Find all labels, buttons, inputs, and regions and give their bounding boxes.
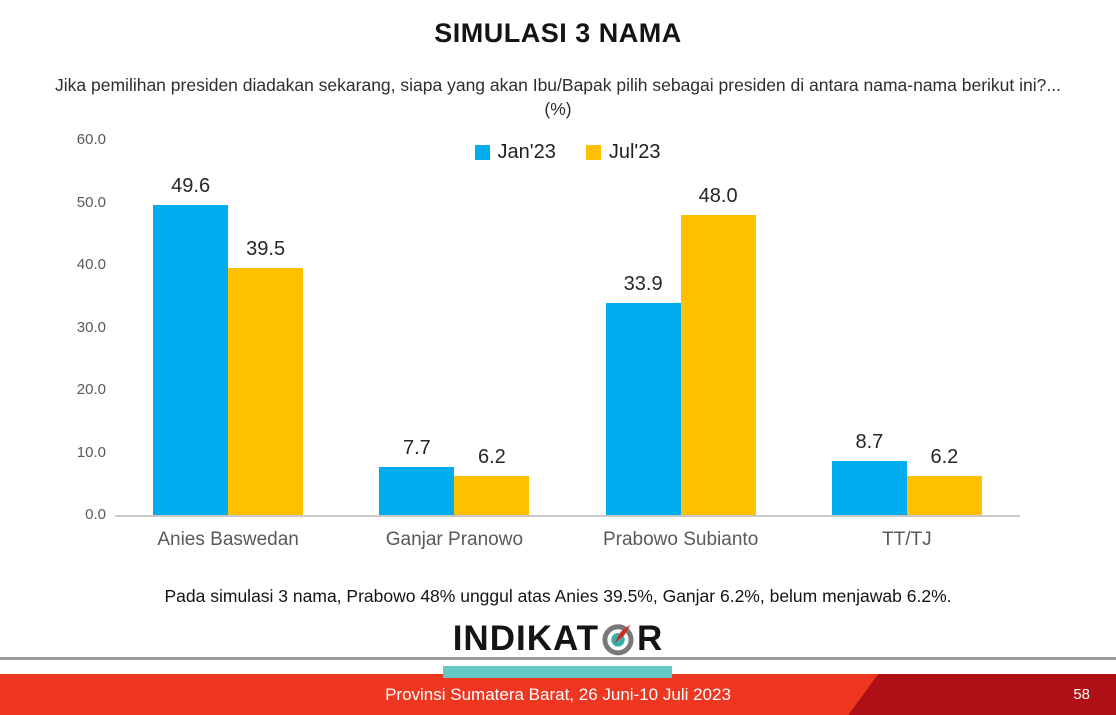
plot-area: 49.6 39.5 Anies Baswedan 7.7 6.2 Ganjar Prano… bbox=[115, 140, 1020, 550]
y-tick-label: 10.0 bbox=[76, 443, 106, 461]
logo-text-left: INDIKAT bbox=[452, 618, 600, 658]
bar-jan23 bbox=[831, 460, 907, 515]
value-label: 33.9 bbox=[623, 273, 663, 296]
bar-jul23 bbox=[906, 476, 982, 515]
y-tick-label: 20.0 bbox=[76, 381, 106, 398]
bar-jan23 bbox=[153, 205, 229, 515]
page-title: SIMULASI 3 NAMA bbox=[434, 18, 682, 48]
category-label: Prabowo Subianto bbox=[602, 529, 759, 550]
divider-line bbox=[0, 657, 1116, 660]
legend-label: Jan'23 bbox=[497, 141, 556, 163]
bar-group: 8.7 6.2 TT/TJ bbox=[794, 140, 1020, 550]
y-tick-label: 50.0 bbox=[76, 193, 106, 211]
legend-item: Jan'23 bbox=[474, 141, 556, 164]
page-number: 58 bbox=[1073, 686, 1090, 703]
legend-swatch-icon bbox=[585, 145, 601, 160]
teal-accent-bar bbox=[443, 666, 672, 678]
footer-dark-accent bbox=[848, 674, 1116, 715]
footer-banner: Provinsi Sumatera Barat, 26 Juni-10 Juli… bbox=[0, 674, 1116, 715]
bar-jul23 bbox=[228, 268, 304, 515]
bar-group: 7.7 6.2 Ganjar Pranowo bbox=[341, 140, 567, 550]
bar-jan23 bbox=[605, 303, 681, 515]
y-tick-label: 60.0 bbox=[76, 131, 106, 148]
value-label: 49.6 bbox=[171, 175, 211, 197]
category-label: Anies Baswedan bbox=[157, 529, 299, 550]
chart-legend: Jan'23 Jul'23 bbox=[115, 141, 1020, 164]
value-label: 48.0 bbox=[698, 185, 738, 207]
bar-group: 33.9 48.0 Prabowo Subianto bbox=[568, 140, 794, 550]
bar-jul23 bbox=[454, 476, 530, 515]
legend-item: Jul'23 bbox=[585, 141, 661, 164]
compass-icon bbox=[602, 624, 634, 656]
bar-jul23 bbox=[680, 215, 756, 515]
survey-question: Jika pemilihan presiden diadakan sekaran… bbox=[55, 75, 1061, 119]
value-label: 6.2 bbox=[477, 446, 506, 469]
value-label: 7.7 bbox=[402, 436, 431, 459]
value-label: 39.5 bbox=[246, 238, 286, 261]
footer-caption: Provinsi Sumatera Barat, 26 Juni-10 Juli… bbox=[385, 685, 731, 704]
bar-jan23 bbox=[379, 466, 455, 515]
value-label: 8.7 bbox=[855, 430, 884, 453]
indikator-logo: INDIKAT R bbox=[0, 620, 1116, 656]
bar-group: 49.6 39.5 Anies Baswedan bbox=[115, 140, 341, 550]
y-tick-label: 40.0 bbox=[76, 256, 106, 273]
category-label: Ganjar Pranowo bbox=[385, 529, 524, 550]
legend-swatch-icon bbox=[474, 145, 490, 160]
conclusion-text: Pada simulasi 3 nama, Prabowo 48% unggul… bbox=[164, 586, 952, 606]
logo-text-right: R bbox=[637, 618, 664, 658]
category-label: TT/TJ bbox=[882, 529, 932, 550]
y-tick-label: 0.0 bbox=[85, 506, 106, 523]
y-tick-label: 30.0 bbox=[76, 318, 106, 336]
legend-label: Jul'23 bbox=[608, 141, 661, 163]
value-label: 6.2 bbox=[930, 446, 959, 469]
